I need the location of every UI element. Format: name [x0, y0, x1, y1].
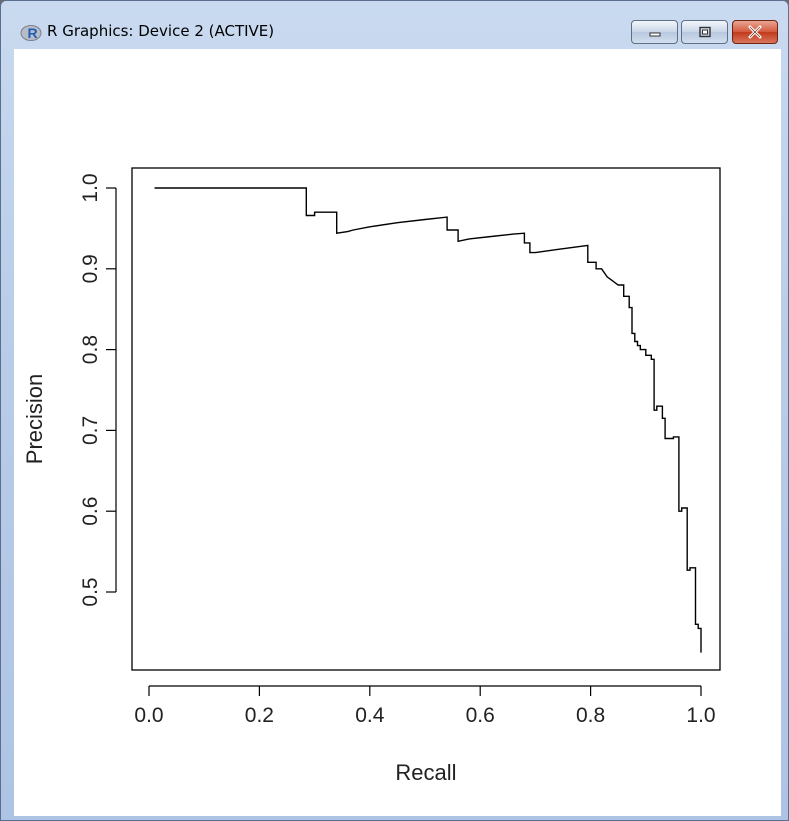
x-tick-label: 1.0 [686, 704, 715, 727]
title-bar[interactable]: R R Graphics: Device 2 (ACTIVE) [1, 1, 788, 47]
r-logo-icon: R [20, 25, 42, 41]
x-tick-label: 0.0 [134, 704, 163, 727]
y-tick-label: 0.9 [79, 254, 102, 283]
maximize-button[interactable] [681, 20, 728, 44]
y-tick-label: 1.0 [79, 173, 102, 202]
y-axis: 0.5 0.6 0.7 0.8 0.9 1.0 [79, 173, 117, 607]
x-tick-label: 0.6 [466, 704, 495, 727]
x-axis-label: Recall [395, 760, 456, 785]
plot-box [131, 167, 721, 671]
y-tick-label: 0.6 [79, 497, 102, 526]
x-tick-label: 0.4 [355, 704, 385, 727]
x-axis: 0.0 0.2 0.4 0.6 0.8 1.0 [134, 685, 716, 727]
graphics-device-canvas: 0.0 0.2 0.4 0.6 0.8 1.0 0.5 0.6 0.7 0.8 0.9 1.0 Re… [14, 49, 781, 816]
close-icon [748, 25, 762, 39]
precision-recall-plot: 0.0 0.2 0.4 0.6 0.8 1.0 0.5 0.6 0.7 0.8 0.9 1.0 Re… [22, 167, 721, 785]
window-title: R Graphics: Device 2 (ACTIVE) [47, 22, 275, 40]
maximize-icon [698, 26, 711, 38]
y-tick-label: 0.8 [79, 335, 102, 364]
y-tick-label: 0.5 [79, 577, 102, 606]
minimize-button[interactable] [631, 20, 678, 44]
y-tick-label: 0.7 [79, 416, 102, 445]
x-tick-label: 0.2 [245, 704, 274, 727]
precision-recall-line [154, 187, 702, 653]
minimize-icon [649, 32, 660, 37]
close-button[interactable] [732, 20, 778, 44]
svg-text:R: R [28, 25, 38, 41]
x-tick-label: 0.8 [576, 704, 605, 727]
y-axis-label: Precision [22, 374, 47, 464]
